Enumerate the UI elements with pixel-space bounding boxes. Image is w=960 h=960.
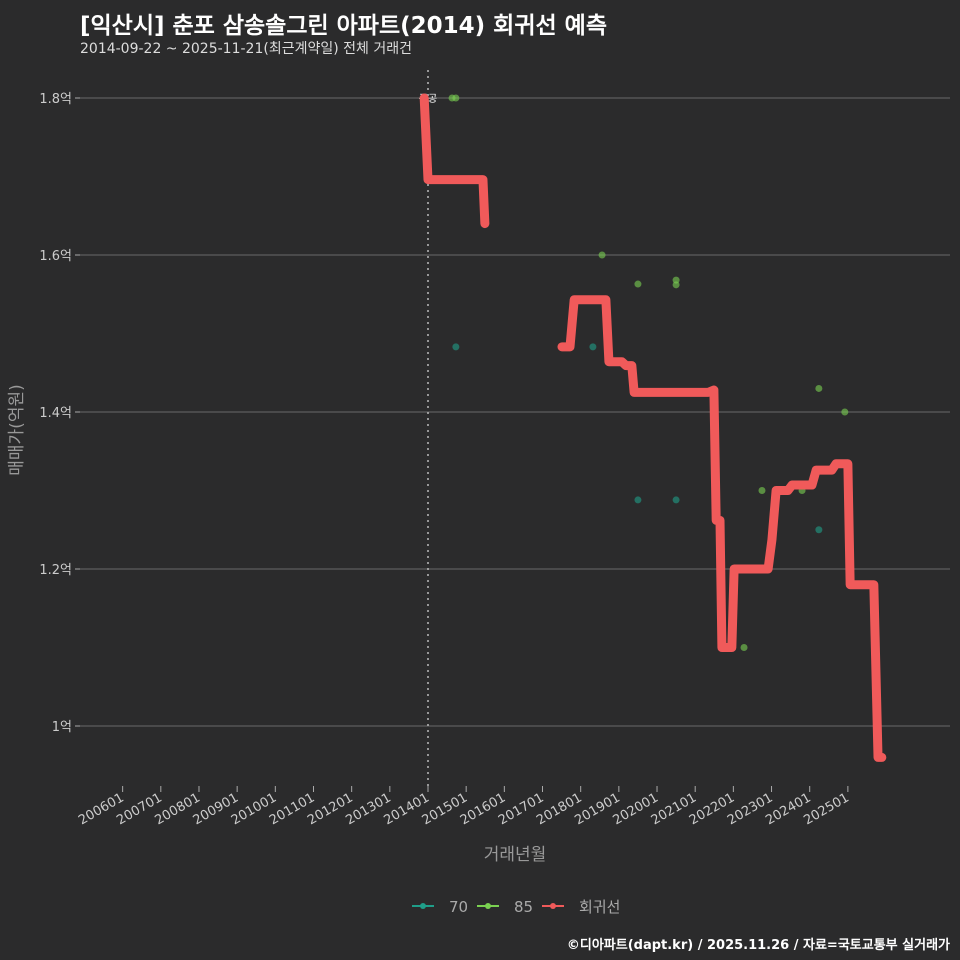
chart-subtitle: 2014-09-22 ~ 2025-11-21(최근계약일) 전체 거래건: [80, 41, 412, 57]
source-caption: ©디아파트(dapt.kr) / 2025.11.26 / 자료=국토교통부 실…: [566, 938, 950, 953]
data-point-85: [452, 94, 460, 102]
legend-key-dot: [485, 903, 491, 909]
data-point-85: [815, 384, 823, 392]
data-point-70: [589, 343, 597, 351]
legend-label: 70: [449, 898, 468, 916]
y-tick-label: 1.6억: [39, 249, 72, 264]
data-point-85: [740, 644, 748, 651]
data-point-85: [598, 251, 606, 259]
x-axis-label: 거래년월: [484, 845, 547, 865]
y-tick-label: 1.4억: [39, 406, 72, 421]
data-point-70: [815, 526, 823, 534]
regression-line: [557, 295, 887, 762]
legend-label: 85: [514, 898, 533, 916]
data-point-85: [841, 408, 849, 416]
legend-label: 회귀선: [579, 898, 620, 916]
y-tick-label: 1.8억: [39, 92, 72, 107]
legend-key-dot: [550, 903, 556, 909]
data-point-70: [452, 343, 460, 351]
y-tick-label: 1억: [52, 720, 72, 735]
data-point-85: [672, 281, 680, 289]
y-tick-label: 1.2억: [39, 563, 72, 578]
regression-line: [419, 93, 490, 229]
data-point-85: [758, 487, 766, 494]
chart-title: [익산시] 춘포 삼송솔그린 아파트(2014) 회귀선 예측: [80, 13, 607, 39]
y-axis-label: 매매가(억원): [7, 384, 27, 475]
legend-key-dot: [420, 903, 426, 909]
data-point-85: [634, 280, 642, 288]
data-point-70: [672, 496, 680, 504]
data-point-70: [634, 496, 642, 504]
